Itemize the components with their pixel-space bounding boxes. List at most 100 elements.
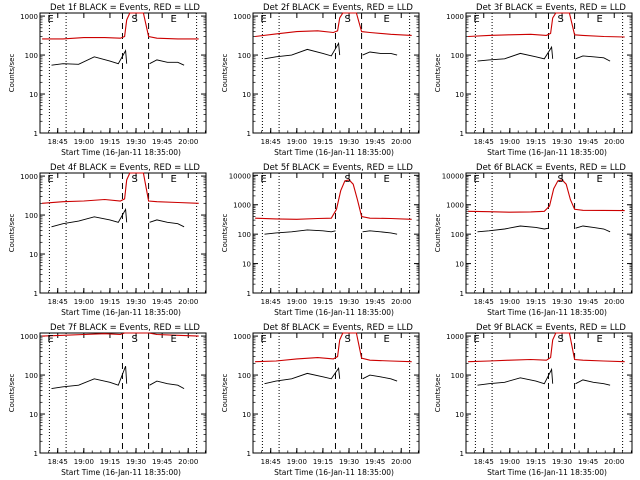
- chart-title: Det 5f BLACK = Events, RED = LLD: [263, 163, 413, 173]
- chart-panel-5: Det 5f BLACK = Events, RED = LLD Counts/s…: [221, 163, 420, 317]
- chart-title: Det 8f BLACK = Events, RED = LLD: [263, 323, 413, 333]
- x-tick-label: 19:00: [74, 298, 94, 306]
- y-tick-label: 1000: [233, 13, 251, 21]
- x-tick-label: 20:00: [391, 458, 411, 466]
- y-tick-label: 100: [238, 372, 251, 380]
- x-tick-label: 20:00: [604, 138, 624, 146]
- marker-s: S: [558, 14, 564, 25]
- x-tick-label: 19:30: [339, 298, 359, 306]
- marker-e-start: E: [260, 334, 266, 345]
- y-tick-label: 1000: [20, 173, 38, 181]
- plot-frame: [39, 172, 207, 294]
- events-series-line: [51, 207, 185, 228]
- x-tick-label: 19:00: [500, 458, 520, 466]
- events-series-line: [264, 229, 398, 235]
- y-tick-label: 100: [238, 52, 251, 60]
- x-tick-label: 19:15: [526, 458, 546, 466]
- x-axis-label: Start Time (16-Jan-11 18:35:00): [487, 148, 607, 157]
- x-tick-label: 18:45: [261, 458, 281, 466]
- y-tick-label: 100: [451, 372, 464, 380]
- x-tick-label: 18:45: [474, 298, 494, 306]
- x-tick-label: 19:15: [526, 138, 546, 146]
- x-tick-label: 18:45: [48, 138, 68, 146]
- x-axis-label: Start Time (16-Jan-11 18:35:00): [274, 308, 394, 317]
- marker-e-start: E: [47, 334, 53, 345]
- x-tick-label: 19:00: [287, 138, 307, 146]
- x-tick-label: 19:45: [152, 298, 172, 306]
- plot-frame: [252, 12, 420, 134]
- x-tick-label: 18:45: [261, 298, 281, 306]
- y-axis-label: Counts/sec: [434, 374, 442, 413]
- x-tick-label: 19:45: [365, 298, 385, 306]
- chart-panel-1: Det 1f BLACK = Events, RED = LLD Counts/s…: [8, 3, 207, 157]
- marker-e-end: E: [384, 14, 390, 25]
- y-tick-label: 1: [460, 450, 464, 458]
- lld-series-line: [255, 179, 412, 220]
- chart-panel-4: Det 4f BLACK = Events, RED = LLD Counts/s…: [8, 163, 207, 317]
- x-tick-label: 20:00: [391, 298, 411, 306]
- x-axis-label: Start Time (16-Jan-11 18:35:00): [61, 468, 181, 477]
- y-tick-label: 1: [247, 290, 251, 298]
- lld-series-line: [42, 12, 199, 40]
- marker-e-start: E: [47, 174, 53, 185]
- y-tick-label: 1: [460, 290, 464, 298]
- marker-s: S: [132, 334, 138, 345]
- x-tick-label: 19:15: [526, 298, 546, 306]
- plot-frame: [39, 12, 207, 134]
- y-tick-label: 1000: [233, 202, 251, 210]
- plot-frame: [465, 12, 633, 134]
- y-tick-label: 10: [455, 411, 464, 419]
- marker-e-start: E: [260, 174, 266, 185]
- x-tick-label: 19:30: [126, 458, 146, 466]
- y-axis-label: Counts/sec: [221, 54, 229, 93]
- x-tick-label: 18:45: [48, 458, 68, 466]
- x-axis-label: Start Time (16-Jan-11 18:35:00): [61, 308, 181, 317]
- chart-panel-2: Det 2f BLACK = Events, RED = LLD Counts/s…: [221, 3, 420, 157]
- chart-title: Det 7f BLACK = Events, RED = LLD: [50, 323, 200, 333]
- x-tick-label: 19:45: [578, 298, 598, 306]
- y-tick-label: 1: [34, 130, 38, 138]
- y-tick-label: 1000: [446, 13, 464, 21]
- y-axis-label: Counts/sec: [8, 374, 16, 413]
- x-tick-label: 19:15: [100, 138, 120, 146]
- x-tick-label: 19:45: [578, 138, 598, 146]
- lld-series-line: [255, 332, 412, 363]
- x-tick-label: 19:15: [313, 138, 333, 146]
- events-series-line: [477, 45, 611, 62]
- events-series-line: [51, 49, 185, 66]
- x-axis-label: Start Time (16-Jan-11 18:35:00): [487, 468, 607, 477]
- plot-frame: [252, 332, 420, 454]
- y-tick-label: 10: [242, 411, 251, 419]
- y-axis-label: Counts/sec: [221, 214, 229, 253]
- events-series-line: [264, 41, 398, 60]
- chart-title: Det 9f BLACK = Events, RED = LLD: [476, 323, 626, 333]
- x-tick-label: 19:45: [365, 458, 385, 466]
- marker-s: S: [132, 14, 138, 25]
- chart-title: Det 6f BLACK = Events, RED = LLD: [476, 163, 626, 173]
- x-tick-label: 19:00: [287, 458, 307, 466]
- x-tick-label: 19:30: [339, 458, 359, 466]
- y-tick-label: 1000: [446, 333, 464, 341]
- x-tick-label: 19:30: [552, 138, 572, 146]
- plot-frame: [252, 172, 420, 294]
- y-tick-label: 10: [29, 91, 38, 99]
- plot-frame: [465, 332, 633, 454]
- y-tick-label: 100: [451, 52, 464, 60]
- x-tick-label: 19:45: [152, 458, 172, 466]
- x-tick-label: 19:00: [74, 458, 94, 466]
- x-tick-label: 19:45: [578, 458, 598, 466]
- x-tick-label: 18:45: [474, 458, 494, 466]
- y-axis-label: Counts/sec: [434, 214, 442, 253]
- x-tick-label: 19:45: [152, 138, 172, 146]
- marker-s: S: [345, 14, 351, 25]
- marker-s: S: [558, 334, 564, 345]
- marker-s: S: [558, 174, 564, 185]
- x-tick-label: 19:45: [365, 138, 385, 146]
- lld-series-line: [468, 12, 625, 38]
- y-tick-label: 100: [25, 52, 38, 60]
- events-series-line: [477, 225, 611, 233]
- x-tick-label: 19:00: [500, 298, 520, 306]
- x-axis-label: Start Time (16-Jan-11 18:35:00): [61, 148, 181, 157]
- marker-s: S: [345, 174, 351, 185]
